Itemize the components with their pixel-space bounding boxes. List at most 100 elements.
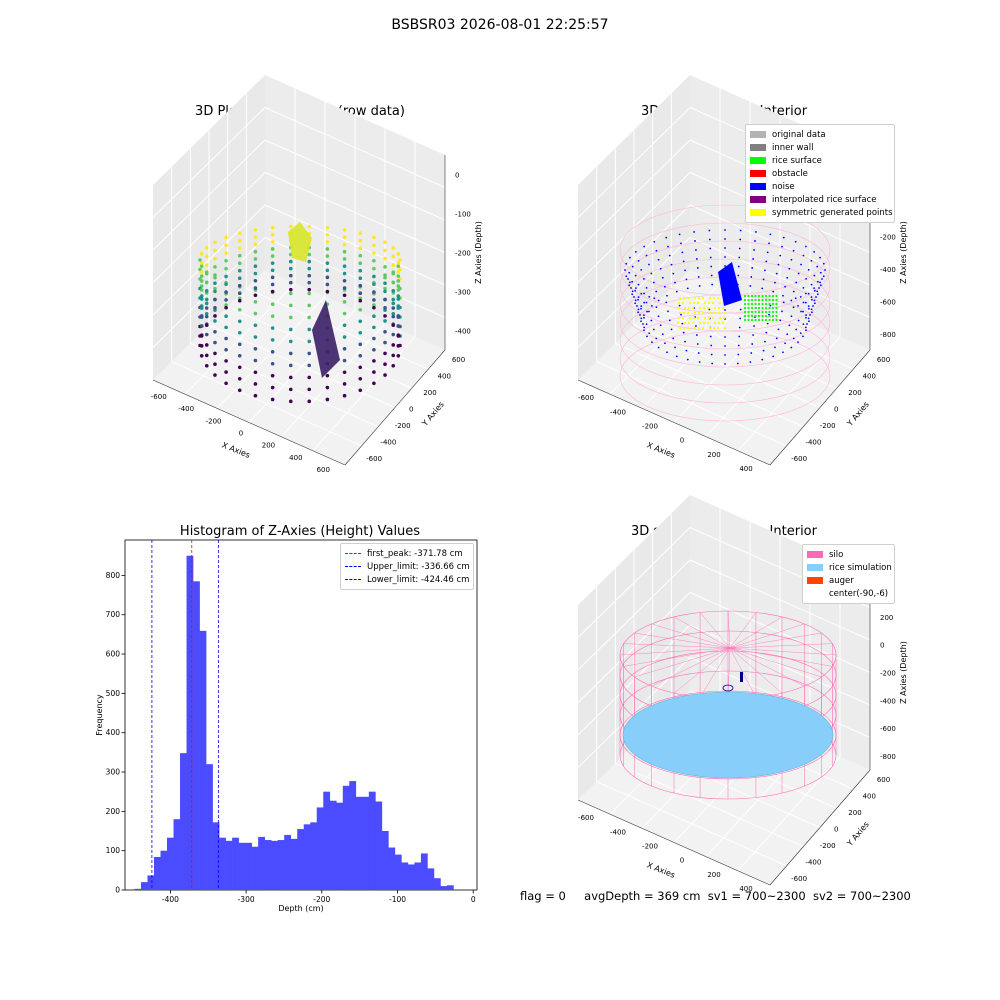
noise-point — [693, 231, 695, 233]
figure-suptitle: BSBSR03 2026-08-01 22:25:57 — [391, 17, 609, 33]
noise-point — [681, 322, 684, 325]
noise-point — [643, 277, 645, 280]
symmetric-point — [697, 326, 701, 330]
symmetric-point — [707, 316, 711, 320]
noise-point — [794, 297, 797, 300]
scatter-point — [325, 254, 330, 258]
noise-point — [781, 245, 783, 248]
symmetric-point — [681, 301, 685, 305]
noise-point — [648, 263, 650, 266]
y-tick-label: 200 — [423, 389, 436, 397]
noise-point — [659, 324, 662, 327]
noise-point — [818, 287, 820, 289]
noise-point — [681, 251, 684, 254]
scatter-point — [358, 246, 363, 250]
x-tick-label: -600 — [151, 393, 167, 401]
x-tick-label: -200 — [642, 422, 658, 430]
y-tick-label: 0 — [409, 406, 413, 414]
noise-point — [779, 319, 782, 322]
silo-roof-line — [729, 612, 757, 649]
rice-surface-point — [775, 302, 778, 306]
scatter-point — [270, 350, 275, 354]
scatter-point — [253, 323, 258, 328]
histogram-y-label: Frequency — [95, 694, 104, 736]
noise-point — [822, 275, 825, 278]
y-tick-label: -400 — [380, 438, 396, 446]
noise-point — [739, 317, 742, 320]
noise-point — [634, 289, 637, 292]
scatter-point — [288, 273, 293, 278]
grid-line — [152, 106, 446, 218]
histogram-bar — [160, 850, 168, 890]
scatter-point — [224, 259, 228, 263]
noise-point — [761, 287, 764, 290]
noise-point — [819, 281, 822, 284]
noise-point — [792, 290, 795, 293]
scatter-point — [199, 288, 204, 292]
noise-point — [672, 337, 675, 340]
rice-surface-point — [771, 314, 775, 318]
noise-point — [661, 276, 664, 279]
noise-point — [774, 281, 776, 284]
scatter-point — [237, 319, 242, 324]
rice-surface-point — [750, 310, 754, 314]
noise-point — [762, 278, 765, 281]
scatter-point — [372, 274, 376, 279]
scatter-point — [391, 297, 396, 302]
scatter-point — [237, 330, 242, 335]
legend-label: first_peak: -371.78 cm — [367, 548, 463, 559]
noise-point — [724, 265, 726, 267]
x-tick-label: -600 — [578, 394, 594, 402]
rice-surface-point — [775, 306, 778, 310]
noise-point — [750, 352, 753, 354]
scatter-point — [342, 235, 347, 239]
noise-point — [640, 307, 642, 310]
noise-point — [709, 335, 712, 338]
rice-surface-point — [761, 302, 764, 306]
y-tick-label: 600 — [452, 356, 465, 364]
legend-item-first-peak: first_peak: -371.78 cm — [345, 547, 469, 560]
noise-point — [738, 247, 741, 250]
scatter-point — [224, 251, 228, 255]
scatter-point — [237, 376, 242, 381]
scatter-point — [237, 283, 242, 288]
scatter-point — [358, 231, 363, 235]
scatter-point — [253, 346, 258, 351]
scatter-point — [199, 324, 204, 328]
scatter-point — [383, 373, 387, 377]
scatter-point — [342, 311, 347, 316]
scatter-point — [358, 283, 363, 288]
noise-point — [786, 333, 789, 336]
legend-label: Lower_limit: -424.46 cm — [367, 574, 470, 585]
noise-point — [804, 301, 807, 304]
noise-point — [802, 254, 805, 257]
symmetric-point — [706, 306, 710, 310]
scatter-point — [307, 280, 312, 285]
legend-item-upper-limit: Upper_limit: -336.66 cm — [345, 560, 470, 573]
noise-point — [724, 354, 726, 356]
noise-point — [670, 328, 673, 331]
symmetric-point — [682, 296, 686, 300]
scatter-point — [372, 251, 376, 255]
scatter-point — [237, 276, 242, 281]
scatter-point — [237, 353, 242, 358]
noise-point — [802, 335, 804, 338]
y-tick-label: 500 — [106, 689, 121, 698]
x-tick-label: 0 — [239, 430, 243, 438]
legend-swatch — [750, 157, 766, 164]
histogram-bar — [219, 837, 226, 890]
rice-surface-point — [754, 302, 757, 306]
x-tick-label: 0 — [680, 437, 684, 445]
noise-point — [724, 345, 726, 347]
z-tick-label: 0 — [455, 172, 459, 180]
y-tick-label: 400 — [863, 373, 876, 381]
noise-point — [630, 287, 632, 289]
scatter-point — [237, 268, 242, 273]
scatter-point — [358, 319, 363, 324]
scatter-point — [253, 271, 258, 276]
noise-point — [807, 305, 810, 308]
scatter-point — [270, 225, 275, 230]
noise-point — [634, 274, 637, 277]
x-tick-label: -300 — [238, 895, 255, 904]
